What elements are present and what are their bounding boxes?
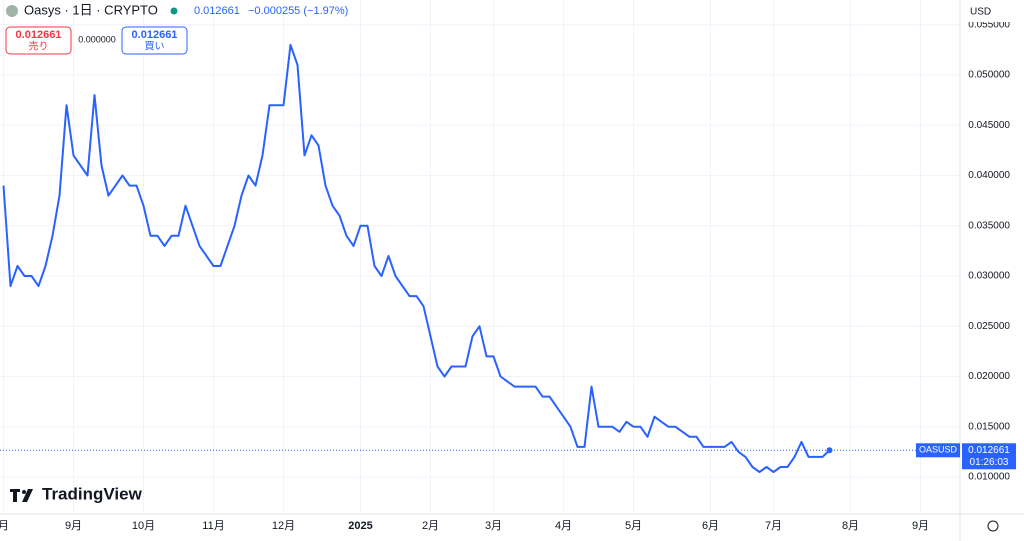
x-tick-label: 月 [0,520,9,532]
x-tick-label: 9月 [912,520,929,532]
last-price-dot [826,447,833,454]
price-label-box [962,443,1016,470]
x-tick-label: 5月 [625,520,642,532]
x-tick-label: 12月 [272,520,295,532]
countdown: 01:26:03 [970,457,1009,468]
spread: 0.000000 [78,34,116,44]
y-tick-label: 0.010000 [968,472,1010,483]
y-tick-label: 0.025000 [968,321,1010,332]
y-tick-label: 0.035000 [968,220,1010,231]
price-line [2,43,831,473]
symbol-label-box [916,443,960,458]
y-tick-label: 0.030000 [968,271,1010,282]
symbol-title: Oasys · 1日 · CRYPTO [24,2,158,17]
y-tick-label: 0.040000 [968,170,1010,181]
settings-icon[interactable] [987,520,999,532]
x-tick-label: 2月 [422,520,439,532]
currency-button[interactable] [962,2,1020,22]
status-dot [170,7,178,15]
plot [0,43,960,473]
header-price: 0.012661 [194,5,240,17]
axes: 0.010000 0.015000 0.020000 0.025000 0.030000… [0,19,1016,532]
buy-button[interactable] [121,26,188,55]
symbol-logo [6,5,18,17]
buy-label: 買い [145,41,165,53]
y-tick-label: 0.045000 [968,120,1010,131]
y-tick-label: 0.020000 [968,371,1010,382]
y-tick-label: 0.015000 [968,421,1010,432]
brand: TradingView [42,484,143,503]
x-tick-label: 4月 [555,520,572,532]
x-tick-label: 7月 [765,520,782,532]
x-tick-label: 11月 [202,520,224,532]
sell-label: 売り [29,40,49,53]
sell-price: 0.012661 [16,29,62,41]
x-tick-label: 8月 [842,520,859,532]
header-change: −0.000255 (−1.97%) [248,5,348,17]
symbol-label: OASUSD [919,445,958,455]
sell-button[interactable] [5,26,72,55]
brand-logo [10,489,33,502]
y-tick-label: 0.050000 [968,70,1010,81]
buy-price: 0.012661 [132,29,178,41]
x-tick-label: 10月 [132,520,155,532]
currency: USD [970,7,991,18]
x-tick-label: 3月 [485,520,502,532]
y-tick-label: 0.055000 [968,19,1010,30]
grid [0,0,960,514]
x-tick-label: 2025 [348,520,372,532]
x-tick-label: 6月 [702,520,719,532]
x-tick-label: 9月 [65,520,82,532]
price-label: 0.012661 [968,445,1010,456]
